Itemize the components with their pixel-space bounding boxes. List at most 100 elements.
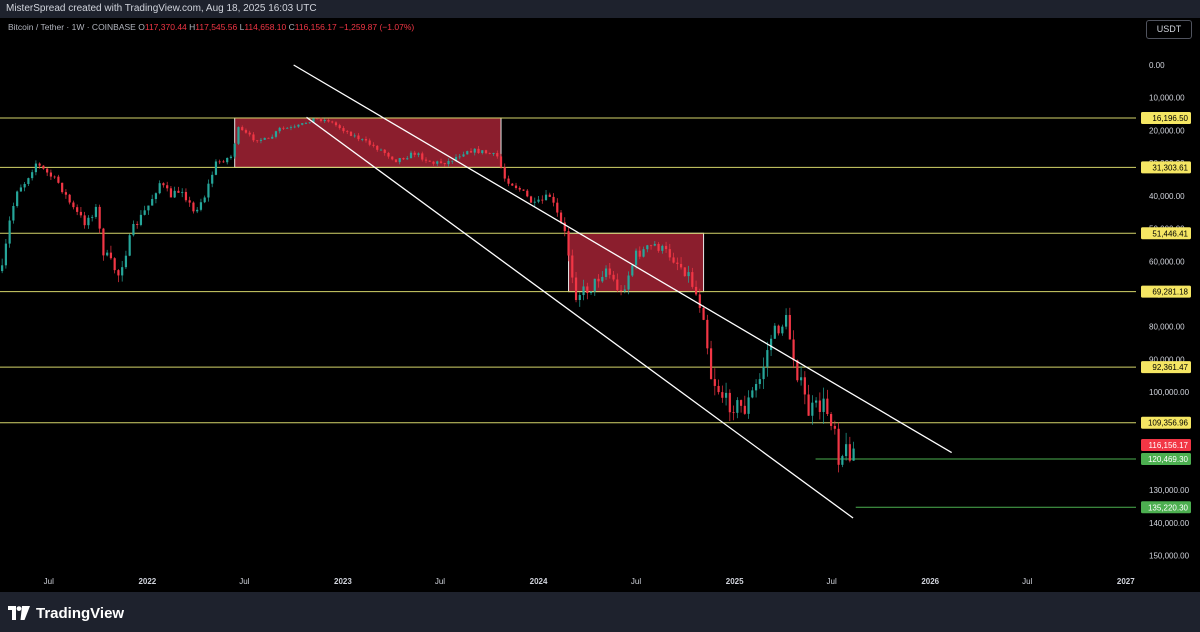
candle-body — [548, 194, 551, 197]
candle-body — [642, 249, 645, 257]
candle-body — [657, 243, 660, 251]
candle-body — [106, 252, 109, 256]
candle-body — [721, 392, 724, 398]
candle-body — [807, 394, 810, 416]
currency-selector[interactable]: USDT — [1146, 20, 1192, 39]
candle-body — [507, 178, 510, 184]
candle-body — [578, 295, 581, 300]
candle-body — [634, 250, 638, 266]
candle-body — [762, 366, 765, 380]
time-axis: Jul 2022 Jul 2023 Jul 2024 Jul 2025 Jul 2026 Jul 20… — [44, 577, 1136, 586]
candle-body — [454, 156, 458, 161]
candle-body — [346, 131, 349, 132]
candle-body — [522, 189, 525, 191]
candle-body — [518, 187, 521, 190]
candle-body — [739, 400, 743, 406]
candle-body — [27, 178, 30, 184]
candle-body — [181, 191, 184, 193]
last-price-label-box — [1141, 438, 1191, 451]
candle-body — [668, 249, 671, 258]
price-tick-label: 150,000.00 — [1149, 552, 1190, 561]
candle-body — [788, 315, 791, 340]
candle-body — [308, 122, 311, 124]
time-tick-label: Jul — [827, 577, 837, 586]
close-value: 116,156.17 — [294, 22, 337, 32]
candle-body — [342, 128, 345, 132]
candle-body — [19, 187, 22, 192]
tradingview-logo-icon — [8, 606, 30, 620]
candle-body — [297, 124, 300, 127]
candle-body — [484, 150, 488, 154]
price-chart[interactable]: 0.0010,000.0020,000.0030,000.0040,000.00… — [0, 18, 1200, 592]
candle-body — [301, 123, 304, 125]
level-price-label: 69,281.18 — [1152, 288, 1188, 297]
candle-body — [796, 360, 799, 381]
price-tick-label: 0.00 — [1149, 61, 1165, 70]
candle-body — [574, 277, 578, 300]
level-price-label: 16,196.50 — [1152, 114, 1188, 123]
candle-body — [526, 190, 529, 197]
candle-body — [132, 223, 135, 236]
candle-body — [443, 163, 446, 165]
candle-body — [34, 163, 38, 173]
candle-body — [698, 294, 701, 308]
symbol-name: Bitcoin / Tether · 1W · COINBASE — [8, 22, 136, 32]
candle-body — [98, 206, 101, 229]
candle-body — [61, 182, 64, 193]
high-value: 117,545.56 — [195, 22, 238, 32]
channel-line-1 — [293, 64, 952, 454]
candle-body — [469, 151, 473, 153]
author-credit: MisterSpread created with TradingView.co… — [6, 3, 317, 14]
candle-body — [837, 428, 840, 465]
candle-body — [136, 223, 139, 225]
candle-body — [439, 161, 443, 164]
candle-body — [694, 286, 698, 295]
candle-body — [511, 183, 514, 186]
candle-body — [188, 200, 191, 203]
candle-body — [376, 145, 379, 150]
candle-body — [1, 265, 4, 272]
candle-body — [319, 119, 323, 122]
level-price-label-box — [1141, 227, 1191, 240]
candle-body — [432, 161, 435, 164]
time-tick-label: 2023 — [334, 577, 352, 586]
time-tick-label: 2027 — [1117, 577, 1135, 586]
candle-body — [792, 339, 795, 361]
candle-body — [192, 202, 195, 212]
candle-body — [316, 118, 319, 120]
candle-body — [244, 130, 248, 133]
tradingview-logo[interactable]: TradingView — [8, 603, 124, 623]
levels-layer — [0, 117, 1136, 508]
candle-body — [184, 191, 188, 201]
candle-body — [447, 160, 450, 165]
chart-area[interactable]: 0.0010,000.0020,000.0030,000.0040,000.00… — [0, 18, 1200, 592]
candle-body — [357, 135, 360, 140]
candle-body — [653, 243, 656, 246]
candle-body — [233, 143, 236, 157]
price-tick-label: 80,000.00 — [1149, 323, 1185, 332]
price-tick-label: 140,000.00 — [1149, 519, 1190, 528]
open-value: 117,370.44 — [144, 22, 187, 32]
candle-body — [259, 139, 263, 141]
candle-body — [758, 379, 761, 385]
candle-body — [751, 390, 754, 398]
candle-body — [597, 278, 600, 282]
candle-body — [732, 412, 735, 414]
candle-body — [586, 286, 589, 294]
candle-body — [166, 185, 169, 189]
time-tick-label: Jul — [239, 577, 249, 586]
time-tick-label: 2025 — [726, 577, 744, 586]
channel-line-2 — [306, 116, 854, 519]
candle-body — [282, 127, 285, 129]
candle-body — [728, 392, 731, 413]
candle-body — [533, 201, 536, 203]
candle-body — [68, 194, 71, 203]
candle-body — [76, 207, 79, 212]
candle-body — [462, 154, 465, 157]
candle-body — [267, 137, 270, 139]
candle-body — [218, 161, 221, 163]
candle-body — [473, 148, 476, 153]
candle-body — [256, 140, 259, 142]
candle-body — [214, 161, 218, 175]
candle-body — [203, 197, 206, 203]
